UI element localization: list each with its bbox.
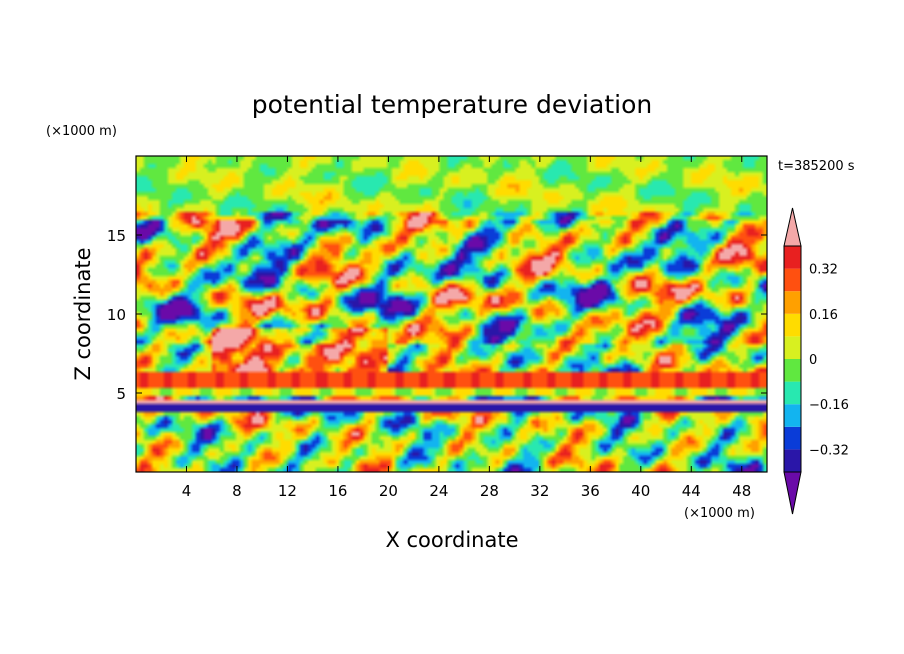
- y-tick-label: 10: [107, 306, 126, 324]
- y-tick-label: 5: [116, 385, 126, 403]
- x-axis-ticks: 4 8 12 16 20 24 28 32 36 40 44 48: [182, 156, 751, 500]
- x-tick-label: 8: [232, 482, 242, 500]
- y-tick-label: 15: [107, 227, 126, 245]
- y-axis-label: Z coordinate: [71, 247, 95, 380]
- x-tick-label: 36: [581, 482, 600, 500]
- colorbar-tick-label: −0.16: [809, 398, 849, 413]
- x-unit-label: (×1000 m): [684, 506, 755, 521]
- x-axis-label: X coordinate: [385, 528, 518, 552]
- x-tick-label: 32: [530, 482, 549, 500]
- contour-field: [136, 156, 767, 472]
- colorbar-band: [784, 381, 801, 405]
- colorbar-band: [784, 404, 801, 427]
- colorbar-band: [784, 313, 801, 337]
- colorbar-band: [784, 291, 801, 314]
- x-tick-label: 44: [682, 482, 701, 500]
- colorbar-band: [784, 336, 801, 359]
- colorbar-band: [784, 359, 801, 382]
- time-label: t=385200 s: [778, 159, 855, 174]
- colorbar-tick-label: 0: [809, 353, 817, 368]
- y-axis-ticks: 5 10 15: [107, 227, 767, 403]
- colorbar-tick-label: 0.32: [809, 263, 838, 278]
- x-tick-label: 28: [480, 482, 499, 500]
- x-tick-label: 20: [379, 482, 398, 500]
- colorbar-band: [784, 449, 801, 472]
- colorbar: 0.32 0.16 0 −0.16 −0.32: [783, 207, 849, 515]
- colorbar-tick-label: −0.32: [809, 443, 849, 458]
- colorbar-over-arrow: [783, 207, 802, 247]
- colorbar-band: [784, 268, 801, 292]
- chart-title: potential temperature deviation: [252, 90, 652, 119]
- colorbar-under-arrow: [783, 471, 802, 515]
- x-tick-label: 12: [278, 482, 297, 500]
- field-raster: [136, 156, 767, 472]
- colorbar-band: [784, 246, 801, 269]
- x-tick-label: 4: [182, 482, 192, 500]
- colorbar-tick-label: 0.16: [809, 308, 838, 323]
- x-tick-label: 16: [328, 482, 347, 500]
- x-tick-label: 48: [732, 482, 751, 500]
- colorbar-band: [784, 426, 801, 450]
- y-unit-label: (×1000 m): [46, 124, 117, 139]
- x-tick-label: 40: [631, 482, 650, 500]
- x-tick-label: 24: [429, 482, 448, 500]
